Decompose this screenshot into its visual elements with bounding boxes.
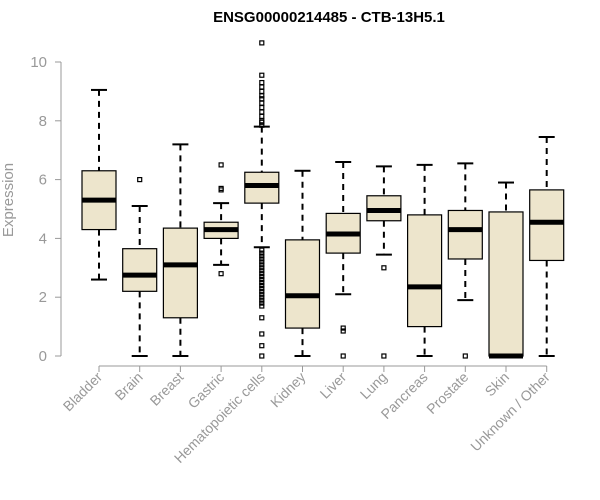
outlier-point (259, 285, 265, 291)
outlier-point (259, 288, 265, 294)
box-group-breast (162, 143, 198, 357)
outlier-point (259, 96, 265, 102)
outlier-point (259, 113, 265, 119)
box-group-liver (325, 160, 361, 359)
outlier-point (259, 88, 265, 95)
boxes (81, 40, 565, 359)
box-iqr (447, 209, 483, 260)
outlier-point (381, 353, 387, 359)
outlier-point (259, 40, 265, 46)
box-group-lung (366, 165, 402, 359)
box-iqr (488, 211, 524, 357)
outlier-point (259, 343, 265, 349)
outlier-point (259, 109, 265, 115)
outlier-point (259, 300, 265, 306)
y-tick-label: 10 (30, 54, 47, 71)
outlier-point (259, 315, 265, 321)
outlier-point (259, 271, 265, 277)
outlier-point (259, 265, 265, 271)
chart-title: ENSG00000214485 - CTB-13H5.1 (213, 9, 445, 26)
outlier-point (259, 247, 265, 253)
box-group-unknown-other (529, 135, 565, 357)
outlier-point (259, 297, 265, 303)
y-axis-label: Expression (0, 163, 17, 237)
outlier-point (259, 72, 265, 78)
outlier-point (259, 84, 265, 90)
box-group-kidney (284, 169, 321, 357)
outlier-point (381, 265, 387, 271)
y-tick-label: 0 (39, 348, 47, 365)
outlier-point (218, 187, 224, 193)
outlier-point (259, 259, 265, 265)
outlier-point (259, 331, 265, 337)
x-tick-label: Kidney (267, 369, 309, 411)
box-iqr (529, 189, 565, 262)
outlier-point (462, 353, 468, 359)
outlier-point (259, 276, 265, 283)
box-group-prostate (447, 162, 483, 359)
outlier-point (259, 262, 265, 268)
outlier-point (218, 271, 224, 277)
y-ticks: 0 2 4 6 8 10 (30, 54, 61, 365)
box-iqr (284, 239, 321, 329)
outlier-point (259, 104, 265, 111)
x-tick-label: Skin (482, 369, 513, 400)
outlier-point (340, 328, 346, 334)
x-tick-label: Liver (317, 369, 350, 402)
x-tick-label: Prostate (423, 369, 471, 417)
outlier-point (259, 79, 265, 86)
outlier-point (259, 256, 265, 262)
outlier-point (218, 162, 224, 168)
x-tick-label: Bladder (60, 369, 106, 415)
y-tick-label: 2 (39, 289, 47, 306)
box-group-skin (488, 181, 524, 359)
box-iqr (162, 227, 198, 319)
outlier-point (259, 250, 265, 256)
outlier-point (259, 303, 265, 309)
y-tick-label: 6 (39, 172, 47, 189)
outlier-point (259, 353, 265, 359)
outlier-point (259, 274, 265, 280)
x-tick-label: Brain (111, 369, 145, 403)
box-iqr (122, 248, 158, 292)
box-group-bladder (81, 88, 117, 281)
box-iqr (407, 214, 443, 328)
outlier-point (259, 282, 265, 289)
outlier-point (259, 291, 265, 297)
box-group-gastric (203, 162, 239, 277)
outlier-point (259, 279, 265, 286)
outlier-point (340, 353, 346, 359)
box-group-hematopoietic-cells (244, 40, 280, 359)
outlier-point (259, 294, 265, 300)
outlier-point (259, 253, 265, 259)
box-group-brain (122, 177, 158, 357)
outlier-point (259, 268, 265, 274)
outlier-point (137, 177, 143, 183)
y-tick-label: 4 (39, 230, 47, 247)
x-tick-label: Breast (147, 369, 187, 409)
outlier-point (340, 325, 346, 331)
x-tick-label: Lung (357, 369, 390, 402)
y-tick-label: 8 (39, 113, 47, 130)
outlier-point (259, 122, 265, 128)
outlier-point (259, 93, 265, 99)
outlier-point (259, 100, 265, 106)
box-group-pancreas (407, 163, 443, 357)
outlier-point (259, 119, 265, 125)
